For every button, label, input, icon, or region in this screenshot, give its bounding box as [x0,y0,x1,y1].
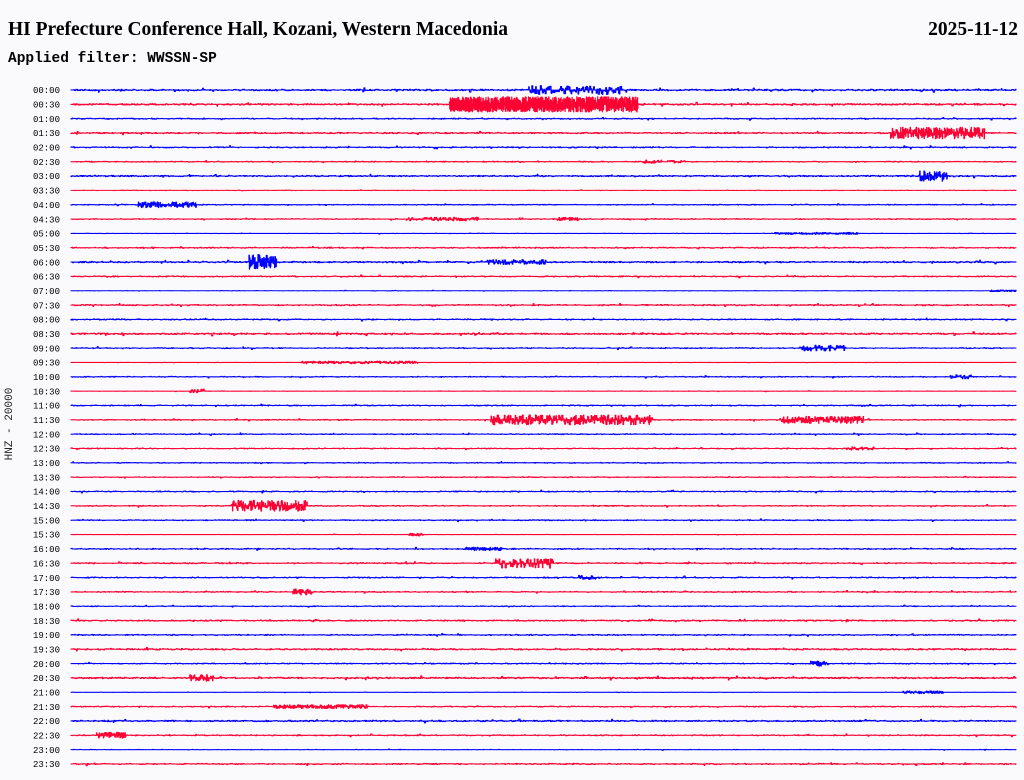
svg-text:02:00: 02:00 [33,144,60,154]
svg-text:13:00: 13:00 [33,459,60,469]
svg-text:22:30: 22:30 [33,732,60,742]
svg-text:00:30: 00:30 [33,101,60,111]
svg-text:18:00: 18:00 [33,602,60,612]
svg-text:05:00: 05:00 [33,230,60,240]
svg-text:12:30: 12:30 [33,445,60,455]
svg-text:05:30: 05:30 [33,244,60,254]
svg-text:01:30: 01:30 [33,129,60,139]
svg-text:17:30: 17:30 [33,588,60,598]
svg-text:06:30: 06:30 [33,273,60,283]
svg-text:11:00: 11:00 [33,402,60,412]
svg-text:03:30: 03:30 [33,187,60,197]
svg-text:06:00: 06:00 [33,258,60,268]
svg-text:18:30: 18:30 [33,617,60,627]
svg-text:16:00: 16:00 [33,545,60,555]
svg-text:04:30: 04:30 [33,215,60,225]
svg-text:09:00: 09:00 [33,344,60,354]
svg-text:10:30: 10:30 [33,387,60,397]
svg-text:01:00: 01:00 [33,115,60,125]
svg-text:16:30: 16:30 [33,559,60,569]
svg-text:15:30: 15:30 [33,531,60,541]
svg-text:23:30: 23:30 [33,760,60,770]
svg-text:07:30: 07:30 [33,301,60,311]
svg-text:21:30: 21:30 [33,703,60,713]
svg-text:15:00: 15:00 [33,516,60,526]
svg-text:14:30: 14:30 [33,502,60,512]
svg-text:22:00: 22:00 [33,717,60,727]
svg-text:17:00: 17:00 [33,574,60,584]
svg-text:08:30: 08:30 [33,330,60,340]
svg-text:03:00: 03:00 [33,172,60,182]
svg-text:20:30: 20:30 [33,674,60,684]
svg-text:00:00: 00:00 [33,86,60,96]
svg-text:02:30: 02:30 [33,158,60,168]
svg-text:11:30: 11:30 [33,416,60,426]
svg-text:09:30: 09:30 [33,359,60,369]
svg-text:12:00: 12:00 [33,430,60,440]
svg-text:19:30: 19:30 [33,645,60,655]
svg-text:07:00: 07:00 [33,287,60,297]
svg-text:13:30: 13:30 [33,473,60,483]
svg-text:04:00: 04:00 [33,201,60,211]
svg-text:21:00: 21:00 [33,688,60,698]
svg-text:08:00: 08:00 [33,316,60,326]
svg-text:20:00: 20:00 [33,660,60,670]
svg-text:14:00: 14:00 [33,488,60,498]
svg-text:19:00: 19:00 [33,631,60,641]
svg-text:23:00: 23:00 [33,746,60,756]
svg-text:10:00: 10:00 [33,373,60,383]
